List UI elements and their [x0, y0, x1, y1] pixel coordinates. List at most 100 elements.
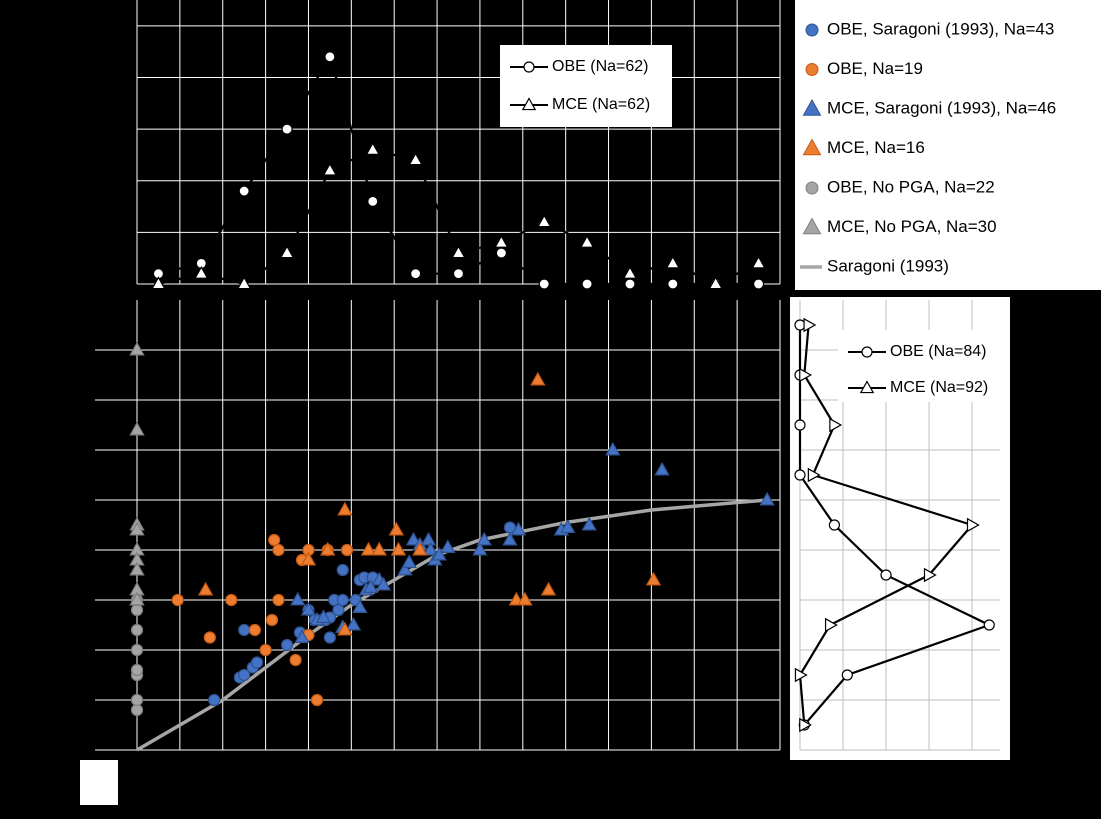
legend-marker — [805, 63, 819, 76]
legend-marker — [802, 98, 822, 116]
marker — [502, 531, 518, 546]
marker — [440, 539, 456, 553]
marker — [279, 245, 295, 259]
marker — [624, 278, 636, 290]
marker — [129, 421, 145, 436]
marker — [130, 663, 144, 677]
marker — [410, 268, 422, 280]
marker — [268, 533, 281, 547]
marker — [360, 541, 377, 556]
marker — [345, 616, 362, 631]
marker — [451, 245, 466, 259]
marker — [422, 541, 439, 556]
legend-marker — [861, 346, 873, 358]
marker — [248, 623, 261, 637]
marker — [579, 234, 595, 248]
marker — [129, 561, 145, 576]
marker — [272, 593, 285, 607]
marker — [581, 516, 597, 531]
marker — [300, 551, 317, 566]
marker — [667, 278, 679, 290]
marker — [315, 609, 332, 623]
marker — [560, 519, 576, 533]
marker — [197, 581, 214, 596]
marker — [510, 521, 527, 536]
marker — [265, 613, 279, 627]
marker — [194, 265, 209, 279]
legend-label: OBE (Na=62) — [552, 58, 648, 75]
marker — [794, 419, 806, 431]
legend-label: MCE (Na=92) — [890, 379, 988, 396]
marker — [829, 417, 843, 433]
marker — [352, 599, 368, 613]
marker — [412, 541, 428, 556]
marker — [289, 653, 302, 667]
legend-box — [795, 0, 1101, 290]
marker — [390, 541, 407, 556]
marker — [824, 617, 838, 633]
marker — [130, 693, 144, 707]
marker — [238, 185, 250, 197]
marker — [923, 567, 937, 583]
marker — [238, 668, 251, 682]
marker — [272, 543, 285, 557]
marker — [225, 593, 238, 607]
marker — [472, 541, 488, 556]
legend-marker — [802, 138, 822, 156]
marker — [401, 554, 417, 568]
marker — [203, 631, 216, 644]
marker — [759, 491, 775, 506]
marker — [130, 703, 144, 717]
marker — [388, 521, 405, 536]
marker — [280, 638, 294, 652]
marker — [322, 162, 338, 176]
marker — [605, 441, 621, 456]
marker — [340, 543, 354, 557]
marker — [129, 521, 145, 536]
legend-label: Saragoni (1993) — [827, 256, 949, 275]
marker — [365, 142, 380, 155]
marker — [236, 276, 252, 290]
marker — [320, 541, 336, 556]
marker — [799, 717, 813, 733]
marker — [431, 546, 447, 561]
legend-label: OBE, Saragoni (1993), Na=43 — [827, 19, 1054, 38]
legend-label: OBE, No PGA, Na=22 — [827, 177, 995, 196]
marker — [408, 152, 423, 166]
marker — [323, 631, 336, 644]
marker — [300, 601, 317, 616]
marker — [375, 576, 392, 591]
marker — [807, 467, 821, 483]
marker — [645, 571, 662, 586]
marker — [752, 278, 765, 290]
marker — [337, 621, 353, 636]
legend-marker — [521, 97, 537, 111]
legend-marker — [859, 380, 875, 394]
marker — [332, 603, 345, 617]
marker — [476, 531, 492, 546]
legend-label: OBE (Na=84) — [890, 343, 986, 360]
marker — [324, 51, 336, 63]
marker — [983, 619, 995, 631]
marker — [371, 541, 387, 556]
marker — [803, 317, 817, 333]
marker — [517, 591, 533, 606]
marker — [336, 563, 349, 577]
marker — [622, 265, 638, 279]
marker — [540, 581, 557, 596]
marker — [405, 531, 422, 546]
marker — [310, 693, 324, 707]
legend-label: MCE, Na=16 — [827, 138, 925, 157]
marker — [538, 278, 550, 290]
marker — [665, 255, 681, 269]
marker — [129, 341, 145, 356]
legend-label: MCE (Na=62) — [552, 96, 650, 113]
marker — [250, 656, 264, 669]
marker — [420, 531, 437, 546]
marker — [452, 268, 465, 280]
marker — [130, 623, 144, 637]
marker — [654, 461, 670, 476]
marker — [581, 278, 593, 290]
marker — [281, 123, 293, 135]
